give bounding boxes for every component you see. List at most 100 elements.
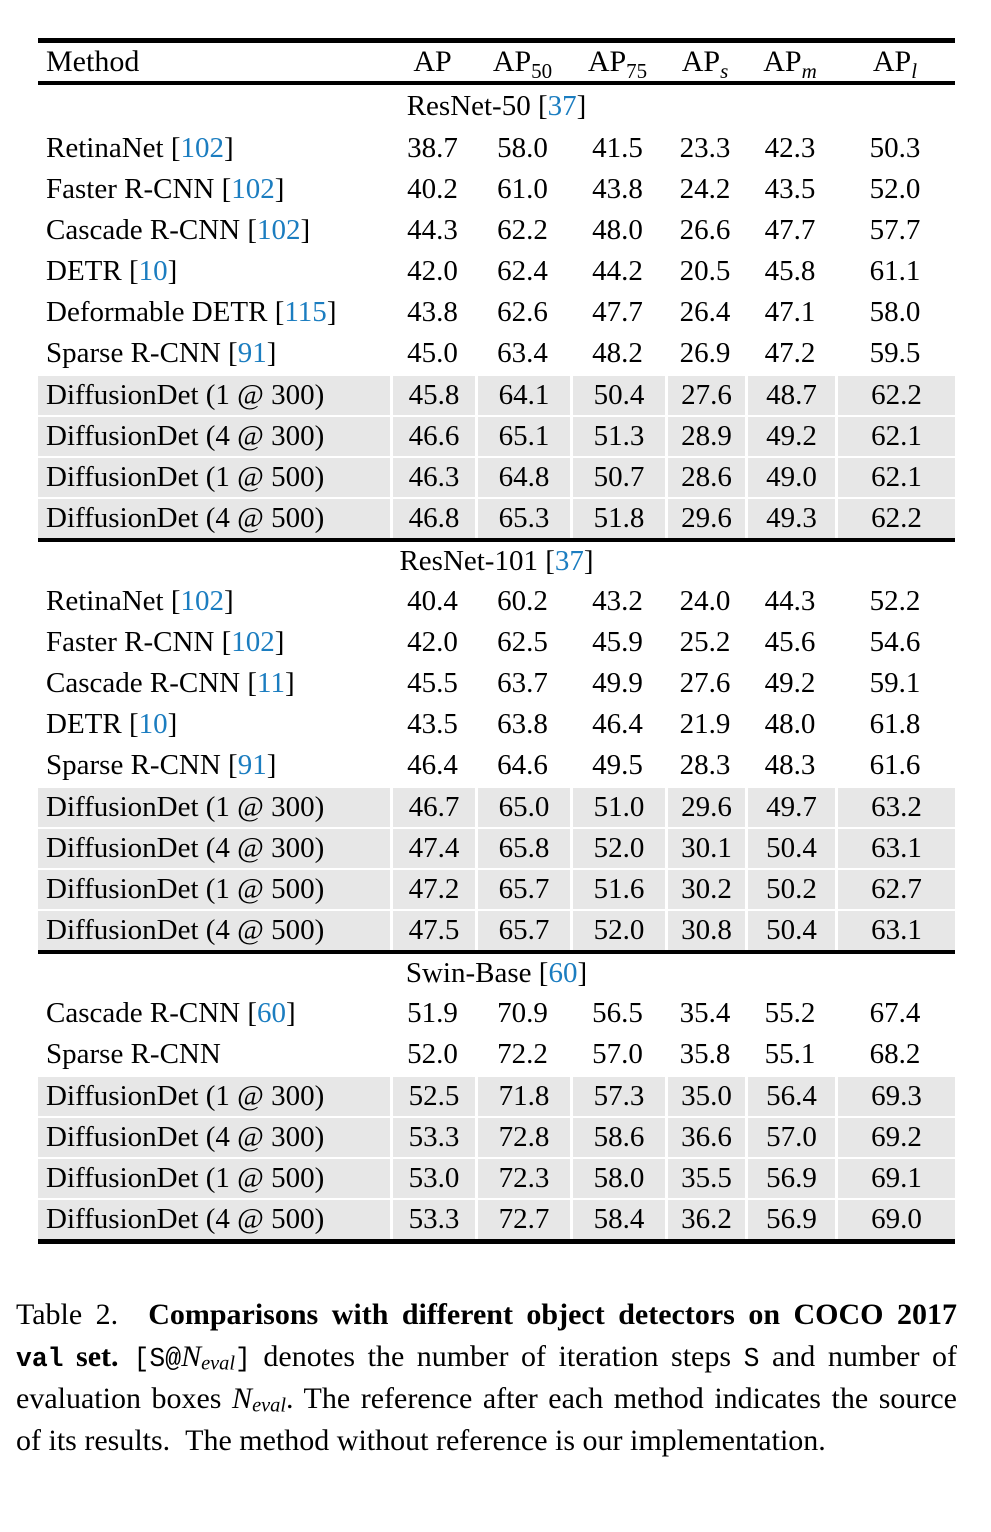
value-cell: 69.0 — [835, 1198, 955, 1239]
caption-segment: Comparisons with different object detect… — [148, 1298, 957, 1331]
value-cell: 65.7 — [475, 909, 570, 950]
citation-link[interactable]: 37 — [547, 90, 577, 122]
caption-segment: . The reference after each method indica… — [16, 1382, 957, 1458]
citation-bracket: [ — [221, 626, 232, 658]
column-header-method: Method — [38, 43, 390, 85]
value-cell: 44.3 — [764, 585, 816, 617]
value-cell: 23.3 — [679, 132, 731, 164]
method-name: DiffusionDet (1 @ 300) — [46, 791, 325, 823]
citation-link[interactable]: 102 — [180, 132, 225, 164]
citation-bracket: ] — [167, 255, 178, 287]
value-cell: 44.2 — [592, 255, 643, 287]
method-name: Faster R-CNN — [46, 626, 222, 658]
value-cell: 20.5 — [679, 255, 731, 287]
table-row: RetinaNet [102] 40.4 60.2 43.2 24.0 44.3 52.2 — [38, 581, 955, 622]
value-cell: 28.6 — [665, 456, 745, 497]
citation-link[interactable]: 60 — [257, 997, 287, 1029]
table-row: RetinaNet [102] 38.7 58.0 41.5 23.3 42.3 50.3 — [38, 128, 955, 169]
citation-link[interactable]: 91 — [237, 337, 267, 369]
value-cell: 21.9 — [679, 708, 731, 740]
caption-segment: ] — [235, 1344, 251, 1374]
value-cell: 42.3 — [764, 132, 816, 164]
value-cell: 43.8 — [592, 173, 643, 205]
value-cell: 61.0 — [497, 173, 548, 205]
method-name: DiffusionDet (1 @ 300) — [46, 1080, 325, 1112]
citation-link[interactable]: 91 — [237, 749, 267, 781]
citation-link[interactable]: 115 — [284, 296, 327, 328]
caption-segment: set. — [63, 1340, 119, 1373]
value-cell: 63.7 — [497, 667, 548, 699]
table-row: Sparse R-CNN 52.0 72.2 57.0 35.8 55.1 68.2 — [38, 1034, 955, 1075]
citation-bracket: [ — [538, 957, 549, 989]
citation-link[interactable]: 102 — [257, 214, 301, 246]
citation-link[interactable]: 11 — [257, 667, 285, 699]
column-header-label: AP — [872, 45, 912, 78]
value-cell: 72.3 — [475, 1157, 570, 1198]
citation-link[interactable]: 37 — [554, 545, 584, 577]
citation-bracket: ] — [224, 132, 234, 164]
method-name: DiffusionDet (1 @ 500) — [46, 461, 325, 493]
value-cell: 61.8 — [869, 708, 921, 740]
citation-link[interactable]: 102 — [231, 173, 275, 205]
value-cell: 48.2 — [592, 337, 643, 369]
value-cell: 41.5 — [592, 132, 643, 164]
citation-bracket: [ — [247, 214, 258, 246]
value-cell: 30.8 — [665, 909, 745, 950]
method-cell: DiffusionDet (1 @ 300) — [38, 1075, 390, 1116]
backbone-name: ResNet-50 — [406, 90, 538, 122]
value-cell: 45.8 — [390, 374, 475, 415]
citation-link[interactable]: 10 — [138, 708, 168, 740]
column-header-ap75: AP75 — [570, 43, 665, 85]
table-row: DiffusionDet (4 @ 300) 53.3 72.8 58.6 36.6 57… — [38, 1116, 955, 1157]
caption-segment: N — [232, 1382, 253, 1416]
section-label: Swin-Base [60] — [38, 950, 955, 993]
caption-segment: eval — [201, 1352, 236, 1375]
value-cell: 65.0 — [475, 786, 570, 827]
method-name: Cascade R-CNN — [46, 997, 248, 1029]
table-row: DiffusionDet (1 @ 500) 53.0 72.3 58.0 35.5 56… — [38, 1157, 955, 1198]
method-cell: Cascade R-CNN [102] — [38, 210, 390, 251]
method-name: Cascade R-CNN — [46, 214, 248, 246]
value-cell: 62.1 — [835, 456, 955, 497]
value-cell: 58.0 — [570, 1157, 665, 1198]
caption-segment — [119, 1340, 134, 1373]
method-name: DETR — [46, 255, 129, 287]
citation-bracket: [ — [221, 173, 232, 205]
value-cell: 46.7 — [390, 786, 475, 827]
citation-bracket: ] — [577, 957, 588, 989]
column-header-apm: APm — [745, 43, 835, 85]
citation-link[interactable]: 10 — [138, 255, 168, 287]
table-row: DETR [10] 43.5 63.8 46.4 21.9 48.0 61.8 — [38, 704, 955, 745]
value-cell: 50.4 — [745, 827, 835, 868]
value-cell: 55.1 — [764, 1038, 816, 1070]
citation-bracket: [ — [228, 337, 238, 369]
citation-link[interactable]: 102 — [231, 626, 275, 658]
column-header-label: AP — [587, 45, 627, 78]
value-cell: 49.2 — [745, 415, 835, 456]
citation-bracket: [ — [128, 255, 139, 287]
citation-bracket: ] — [286, 997, 296, 1029]
column-header-label: Method — [46, 45, 140, 78]
value-cell: 24.2 — [679, 173, 731, 205]
value-cell: 69.3 — [835, 1075, 955, 1116]
value-cell: 27.6 — [665, 374, 745, 415]
value-cell: 62.6 — [497, 296, 548, 328]
value-cell: 69.1 — [835, 1157, 955, 1198]
value-cell: 52.5 — [390, 1075, 475, 1116]
value-cell: 49.7 — [745, 786, 835, 827]
value-cell: 48.0 — [592, 214, 643, 246]
value-cell: 63.2 — [835, 786, 955, 827]
citation-link[interactable]: 60 — [548, 957, 578, 989]
caption-segment: denotes the number of iteration steps — [250, 1340, 744, 1373]
citation-link[interactable]: 102 — [180, 585, 225, 617]
citation-bracket: ] — [576, 90, 587, 122]
caption-segment: Table 2. — [16, 1298, 149, 1331]
value-cell: 51.0 — [570, 786, 665, 827]
method-name: RetinaNet — [46, 132, 171, 164]
value-cell: 53.3 — [390, 1198, 475, 1239]
citation-bracket: [ — [170, 132, 181, 164]
value-cell: 51.6 — [570, 868, 665, 909]
value-cell: 38.7 — [407, 132, 458, 164]
method-cell: DiffusionDet (1 @ 300) — [38, 786, 390, 827]
table-row: DiffusionDet (1 @ 300) 46.7 65.0 51.0 29.6 49… — [38, 786, 955, 827]
